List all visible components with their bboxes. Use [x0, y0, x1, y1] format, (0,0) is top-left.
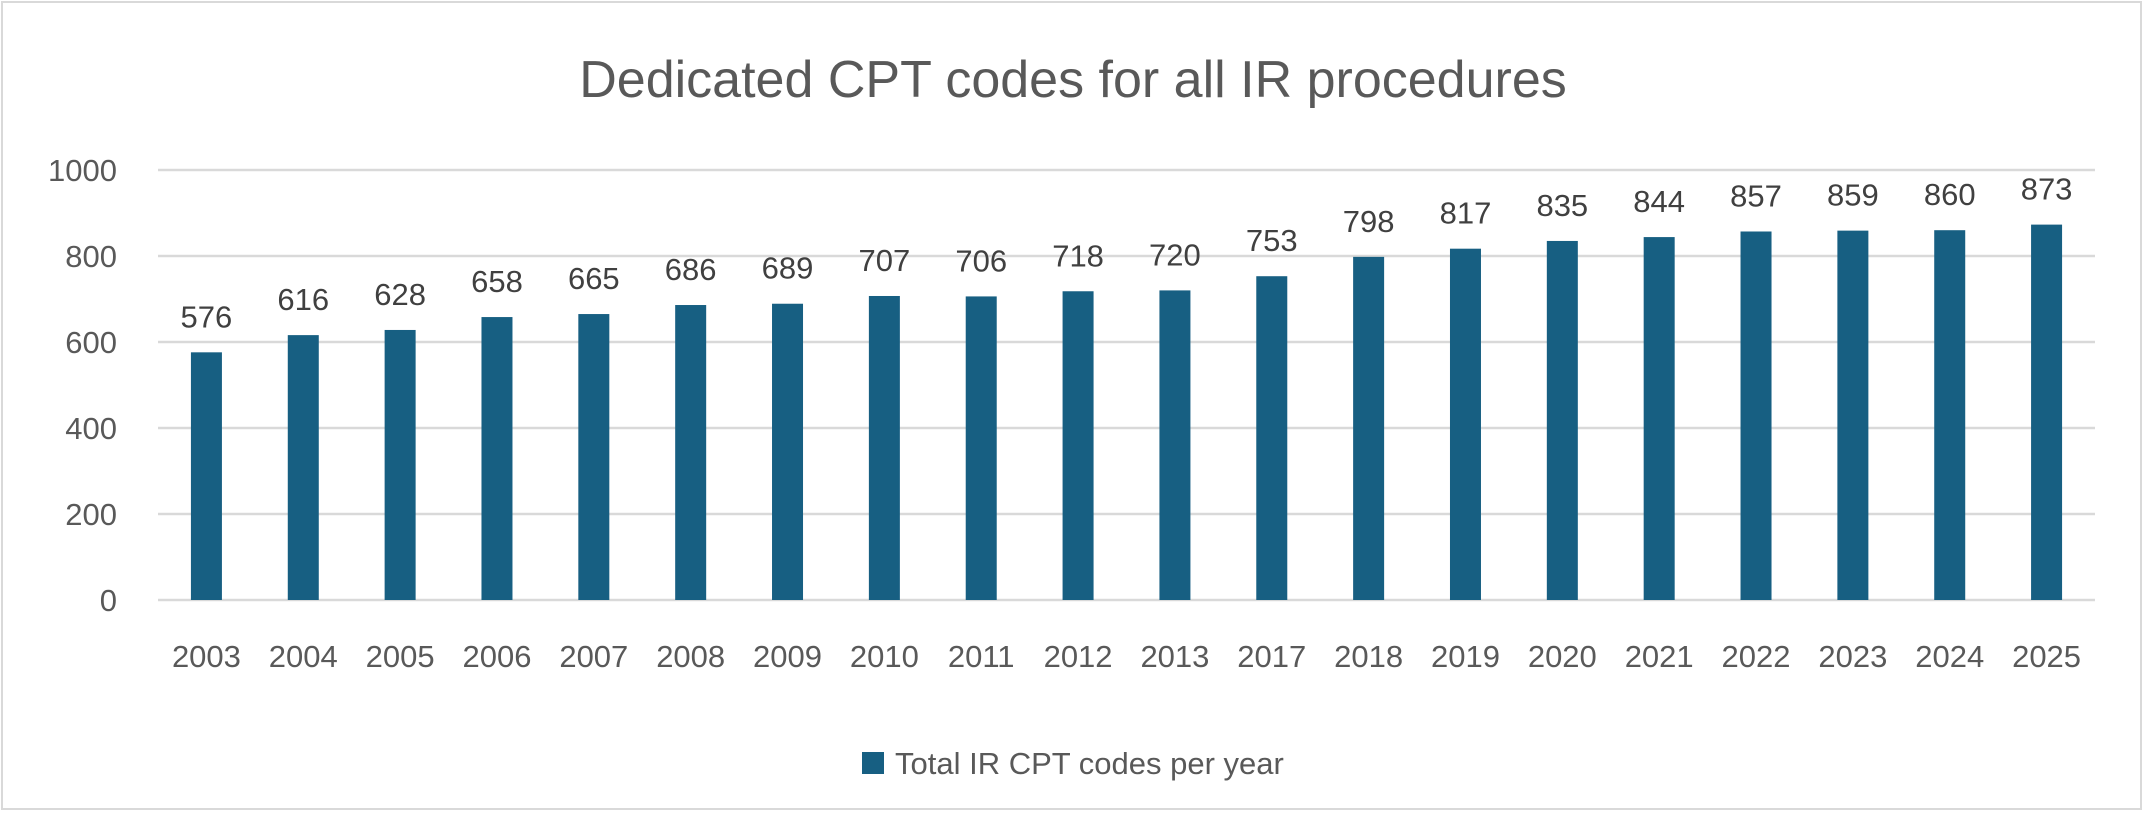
bar-2011: [965, 296, 997, 600]
bar-2005: [384, 329, 416, 600]
data-label: 665: [568, 261, 620, 296]
bar-2003: [190, 352, 222, 600]
data-label: 857: [1730, 178, 1782, 213]
x-tick-label: 2017: [1237, 639, 1306, 674]
data-label: 658: [471, 264, 523, 299]
bar-2023: [1837, 230, 1869, 600]
data-label: 576: [181, 299, 233, 334]
data-label: 859: [1827, 178, 1879, 213]
bar-2010: [868, 295, 900, 600]
data-label: 707: [859, 243, 911, 278]
bar-2017: [1256, 276, 1288, 600]
data-label: 817: [1440, 196, 1492, 231]
bar-2006: [481, 317, 513, 600]
y-tick-label: 0: [100, 583, 117, 618]
data-label: 844: [1633, 184, 1685, 219]
x-tick-label: 2004: [269, 639, 338, 674]
data-label: 835: [1536, 188, 1588, 223]
x-tick-label: 2012: [1044, 639, 1113, 674]
bar-2022: [1740, 231, 1772, 601]
x-tick-label: 2003: [172, 639, 241, 674]
x-tick-label: 2010: [850, 639, 919, 674]
x-tick-label: 2023: [1818, 639, 1887, 674]
x-tick-label: 2008: [656, 639, 725, 674]
x-tick-label: 2021: [1625, 639, 1694, 674]
legend-swatch: [862, 752, 884, 774]
data-label: 686: [665, 252, 717, 287]
bar-2025: [2031, 224, 2063, 601]
data-label: 706: [955, 243, 1007, 278]
data-label: 689: [762, 251, 814, 286]
legend-label: Total IR CPT codes per year: [895, 746, 1284, 781]
bar-2013: [1159, 290, 1191, 600]
legend: Total IR CPT codes per year: [862, 746, 1284, 781]
bar-2024: [1934, 230, 1966, 600]
bar-2012: [1062, 291, 1094, 600]
x-tick-label: 2009: [753, 639, 822, 674]
bar-2021: [1643, 237, 1675, 600]
y-tick-label: 400: [65, 411, 117, 446]
y-tick-label: 200: [65, 497, 117, 532]
bar-2018: [1353, 256, 1385, 600]
bar-2008: [675, 305, 707, 600]
data-label: 718: [1052, 238, 1104, 273]
bar-2020: [1546, 240, 1578, 600]
x-tick-label: 2005: [366, 639, 435, 674]
x-tick-label: 2011: [948, 639, 1015, 674]
bar-2019: [1449, 248, 1481, 600]
data-label: 628: [374, 277, 426, 312]
x-tick-label: 2024: [1915, 639, 1984, 674]
y-tick-label: 600: [65, 325, 117, 360]
data-label: 616: [277, 282, 329, 317]
data-label: 873: [2021, 172, 2073, 207]
x-tick-label: 2019: [1431, 639, 1500, 674]
chart-title: Dedicated CPT codes for all IR procedure…: [579, 51, 1567, 109]
data-label: 753: [1246, 223, 1298, 258]
x-tick-label: 2013: [1140, 639, 1209, 674]
data-label: 798: [1343, 204, 1395, 239]
x-tick-label: 2006: [462, 639, 531, 674]
y-tick-label: 800: [65, 239, 117, 274]
x-tick-label: 2018: [1334, 639, 1403, 674]
x-tick-label: 2025: [2012, 639, 2081, 674]
x-tick-label: 2007: [559, 639, 628, 674]
x-tick-label: 2020: [1528, 639, 1597, 674]
y-tick-label: 1000: [48, 153, 117, 188]
data-label: 720: [1149, 237, 1201, 272]
x-tick-label: 2022: [1722, 639, 1791, 674]
bar-2004: [287, 335, 319, 600]
bar-2009: [772, 303, 804, 600]
bar-2007: [578, 314, 610, 600]
data-label: 860: [1924, 177, 1976, 212]
